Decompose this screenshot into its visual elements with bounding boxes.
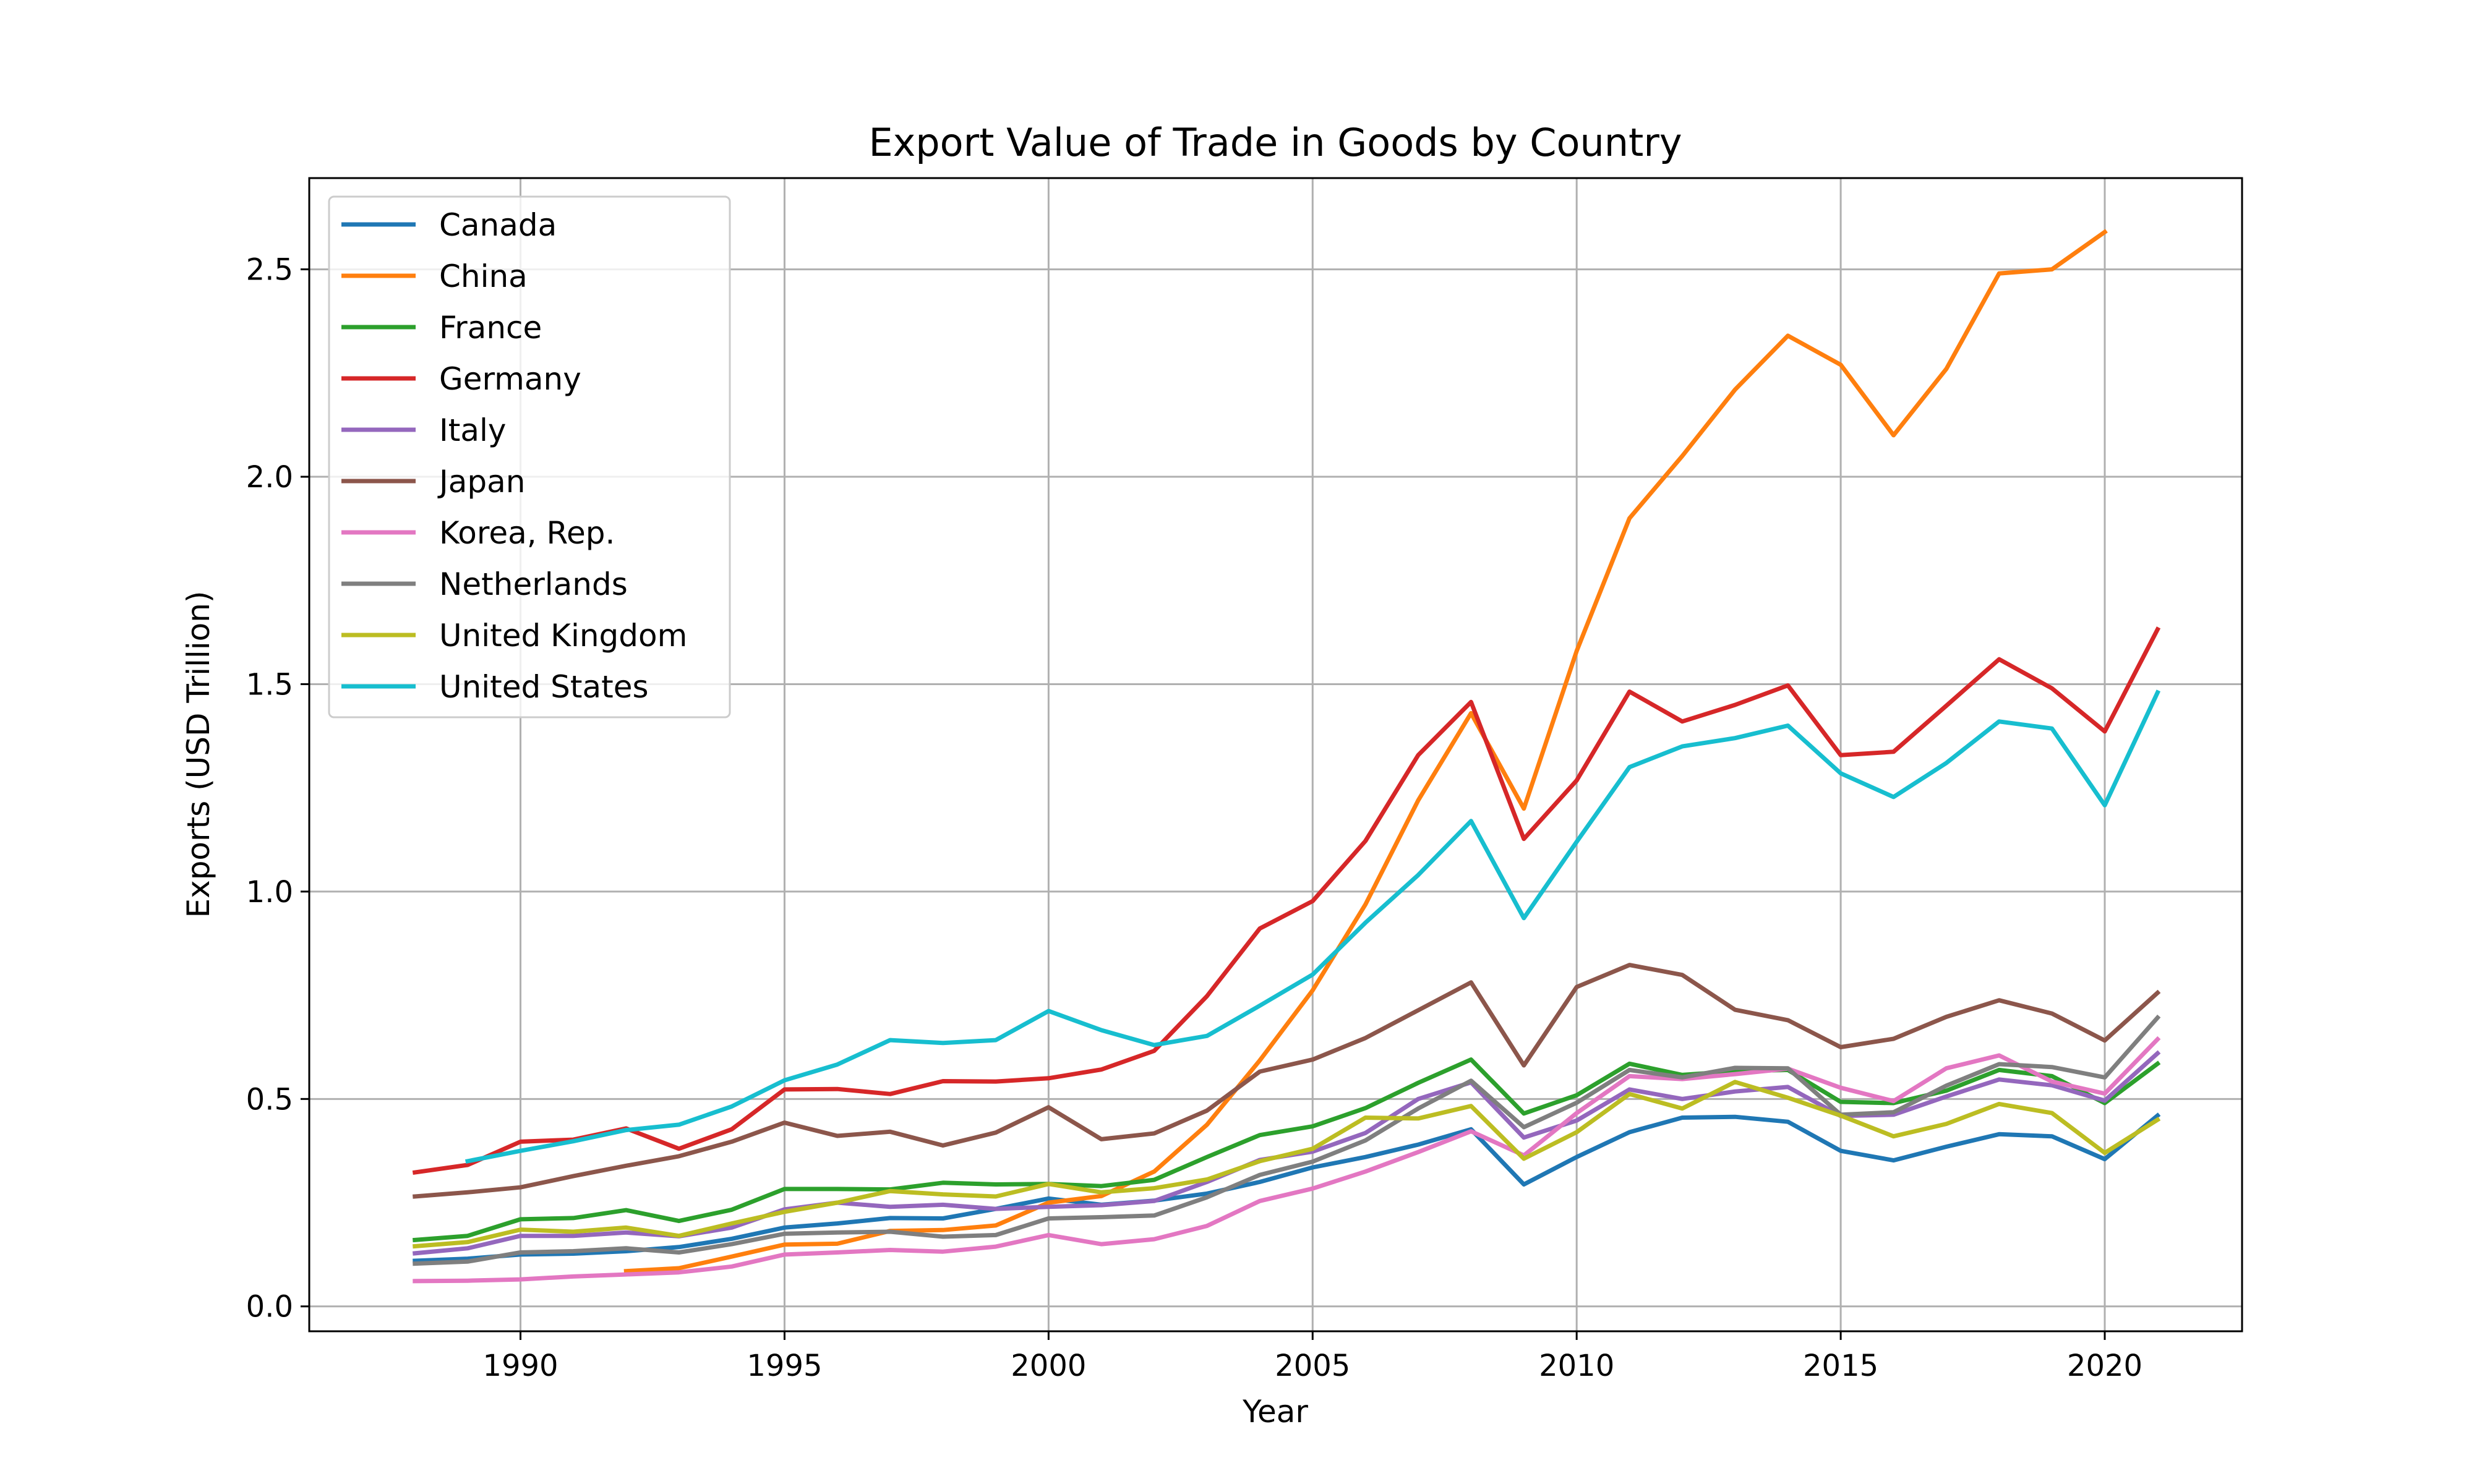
series-line	[412, 626, 2161, 1175]
legend-label-france: France	[439, 310, 542, 346]
legend-label-canada: Canada	[439, 207, 557, 243]
legend: Canada China France Germany Italy Japan Korea,…	[328, 195, 731, 719]
legend-label-germany: Germany	[439, 361, 581, 397]
y-tick-label: 0.5	[246, 1082, 293, 1117]
x-tick-label: 2005	[1275, 1349, 1350, 1383]
legend-label-italy: Italy	[439, 412, 506, 448]
x-tick-label: 2015	[1803, 1349, 1878, 1383]
x-tick-label: 1990	[482, 1349, 558, 1383]
x-tick-label: 1995	[747, 1349, 822, 1383]
legend-box	[328, 195, 731, 719]
x-tick-label: 2020	[2067, 1349, 2142, 1383]
legend-label-korea: Korea, Rep.	[439, 515, 615, 551]
legend-label-united-kingdom: United Kingdom	[439, 618, 687, 654]
y-tick-label: 2.0	[246, 460, 293, 495]
x-axis-label: Year	[1242, 1394, 1308, 1430]
x-tick-label: 2010	[1539, 1349, 1614, 1383]
y-axis-label: Exports (USD Trillion)	[181, 591, 216, 918]
legend-label-japan: Japan	[437, 464, 525, 500]
x-tick-label: 2000	[1011, 1349, 1086, 1383]
series-line	[413, 1112, 2161, 1263]
legend-label-netherlands: Netherlands	[439, 566, 628, 602]
grid-lines	[309, 178, 2242, 1331]
series-line	[464, 689, 2161, 1164]
plot-area	[308, 177, 2243, 1333]
series-lines	[412, 229, 2161, 1284]
y-tick-label: 0.0	[246, 1290, 293, 1324]
axis-ticks: 1990 1995 2000 2005 2010 2015 2020 0.0 0.5 1.0 1.5…	[246, 253, 2142, 1383]
y-tick-label: 1.0	[246, 875, 293, 910]
legend-label-china: China	[439, 258, 528, 294]
series-line	[413, 1080, 2161, 1249]
legend-label-united-states: United States	[439, 669, 649, 705]
series-line	[413, 1014, 2161, 1266]
series-line	[413, 1057, 2161, 1243]
y-tick-label: 2.5	[246, 253, 293, 288]
y-tick-label: 1.5	[246, 667, 293, 702]
series-line	[413, 963, 2161, 1199]
series-line	[413, 1036, 2161, 1284]
chart-title: Export Value of Trade in Goods by Countr…	[868, 120, 1682, 165]
series-line	[623, 229, 2108, 1274]
